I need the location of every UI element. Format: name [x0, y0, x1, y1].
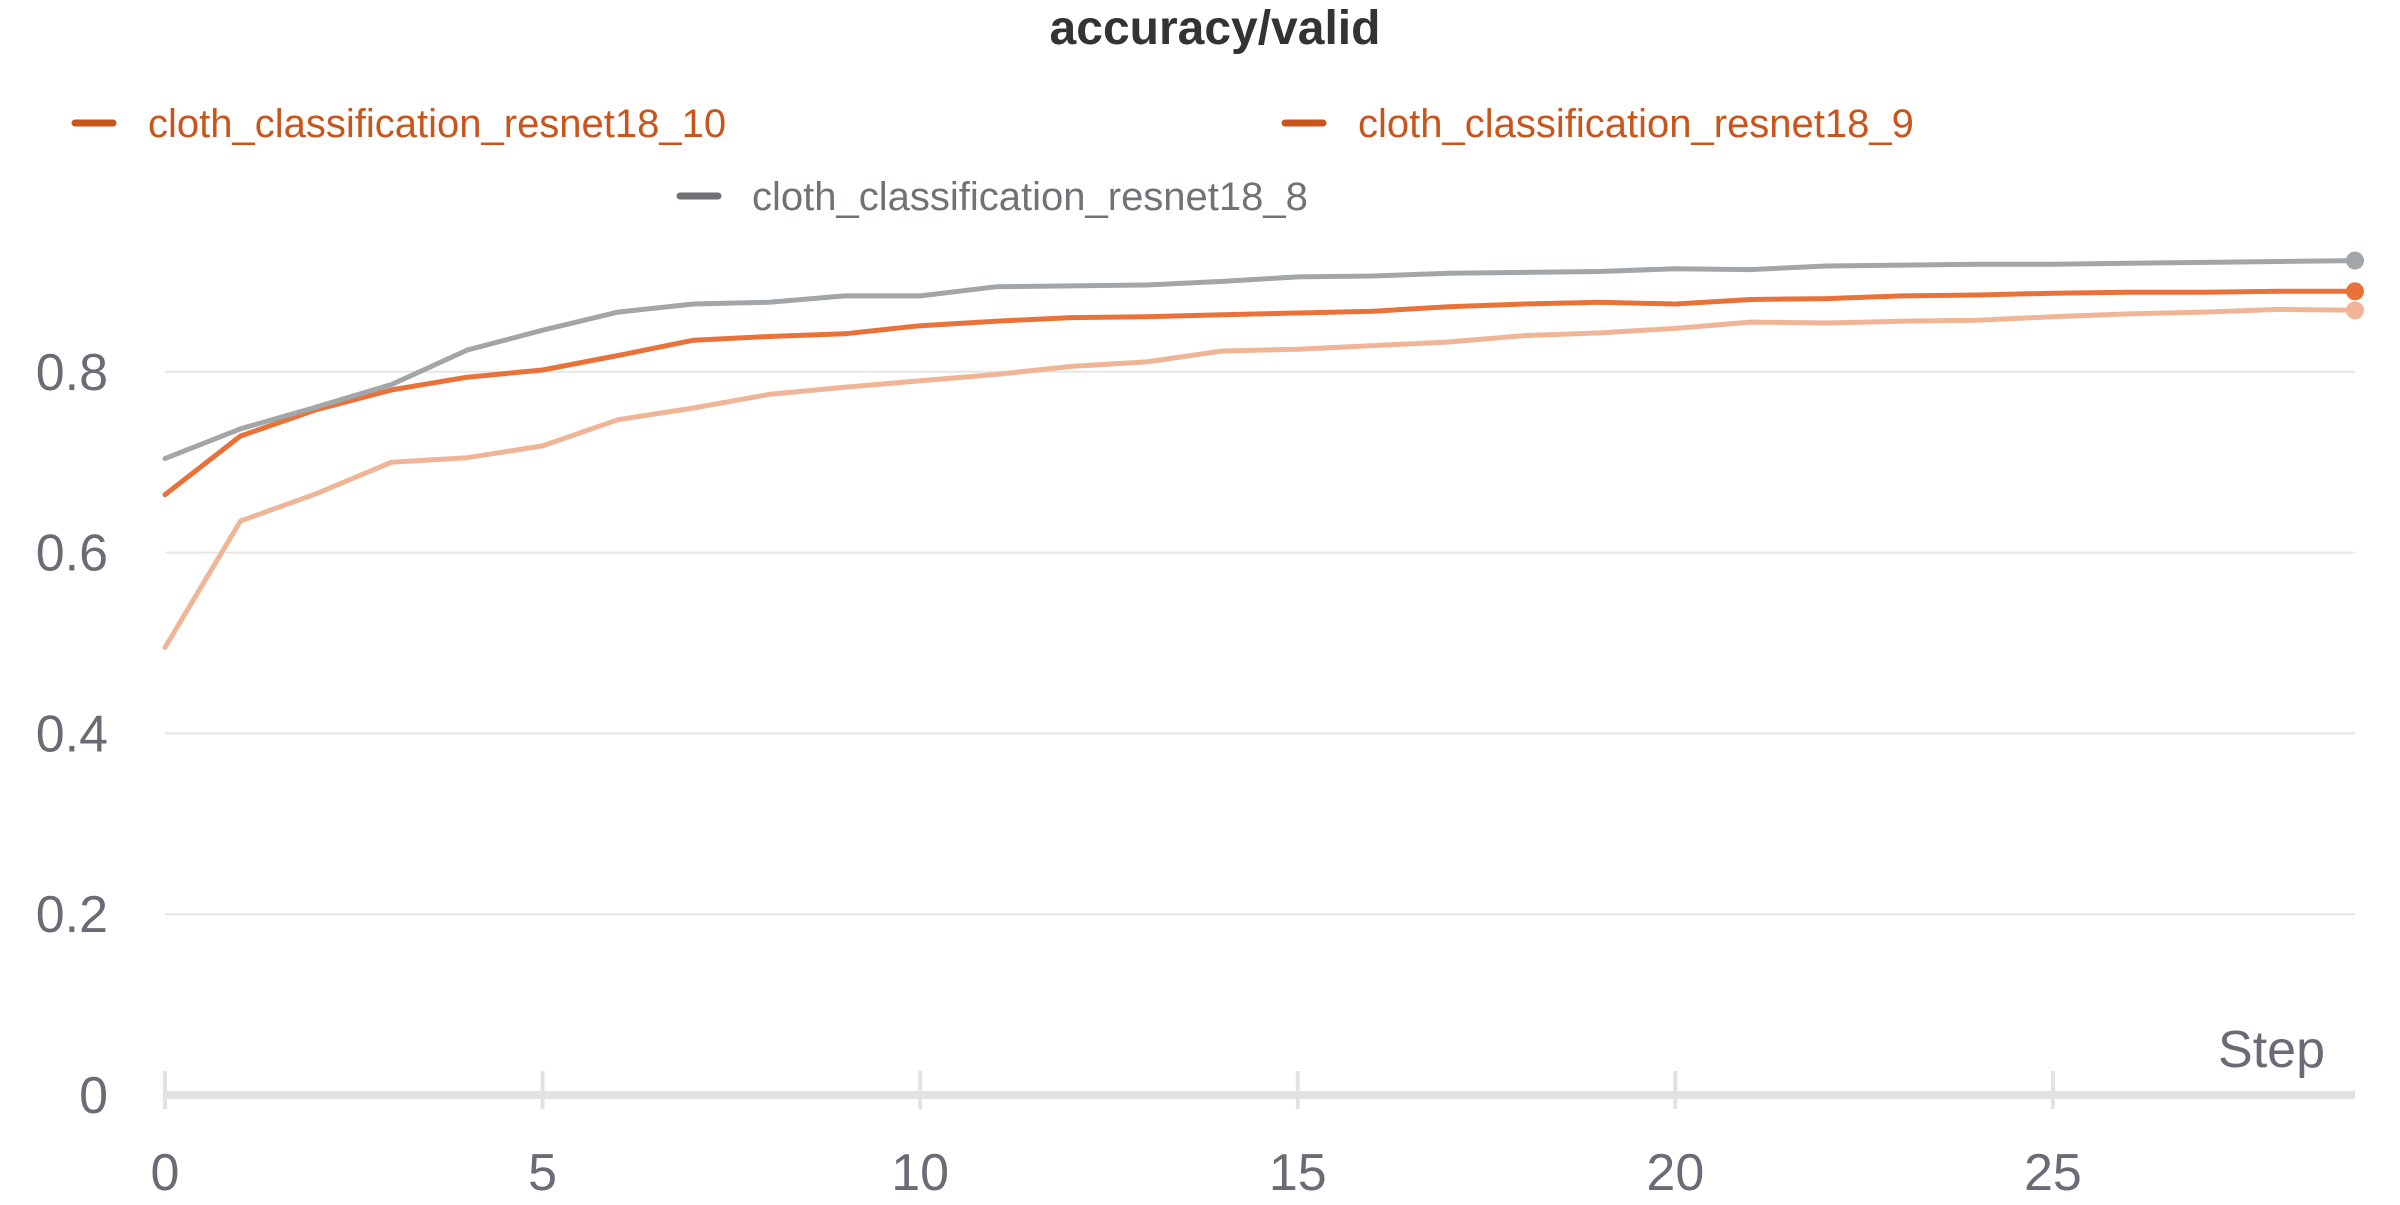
y-tick-label: 0.2: [36, 886, 108, 944]
x-tick-label: 20: [1646, 1144, 1704, 1200]
axis-layer: 0 0.2 0.4 0.6 0.8 0 5 10 15 20 25: [36, 344, 2355, 1202]
series-line-3[interactable]: [162, 258, 2358, 462]
x-tick-label: 5: [528, 1144, 557, 1200]
legend-label: cloth_classification_resnet18_8: [752, 175, 1308, 219]
series-end-marker-1[interactable]: [2346, 301, 2364, 320]
y-tick-label: 0.4: [36, 705, 108, 763]
legend-item-3[interactable]: cloth_classification_resnet18_8: [676, 175, 1308, 219]
y-tick-label: 0: [79, 1067, 108, 1125]
legend-item-2[interactable]: cloth_classification_resnet18_9: [1281, 102, 1914, 146]
x-tick-label: 10: [891, 1144, 949, 1200]
x-tick-label: 15: [1269, 1144, 1327, 1200]
legend[interactable]: cloth_classification_resnet18_10 cloth_cl…: [71, 102, 1914, 219]
series-layer: [162, 251, 2364, 650]
x-tick-label: 25: [2024, 1144, 2082, 1200]
series-end-marker-2[interactable]: [2346, 282, 2364, 301]
legend-item-1[interactable]: cloth_classification_resnet18_10: [71, 102, 726, 146]
chart-title: accuracy/valid: [1050, 2, 1381, 55]
series-line-1[interactable]: [162, 306, 2358, 650]
series-end-marker-3[interactable]: [2346, 251, 2364, 270]
x-tick-label: 0: [151, 1144, 180, 1200]
legend-label: cloth_classification_resnet18_10: [148, 102, 726, 146]
series-line-2[interactable]: [162, 288, 2358, 498]
y-tick-label: 0.8: [36, 344, 108, 402]
x-axis-title: Step: [2218, 1021, 2325, 1079]
legend-label: cloth_classification_resnet18_9: [1358, 102, 1914, 146]
y-tick-label: 0.6: [36, 525, 108, 583]
